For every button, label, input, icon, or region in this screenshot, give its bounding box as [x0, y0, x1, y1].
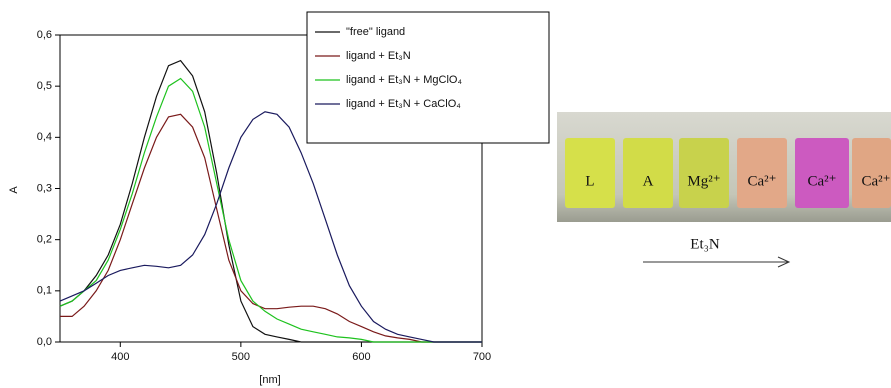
y-tick-label: 0,2 [37, 234, 52, 246]
line-series [59, 77, 482, 343]
y-tick-label: 0,5 [37, 80, 52, 92]
vial [565, 138, 615, 208]
legend-label: ligand + Et₃N + MgClO₄ [346, 74, 462, 86]
vial-label: A [643, 173, 654, 189]
y-tick-label: 0,0 [37, 336, 52, 348]
legend-label: "free" ligand [346, 26, 405, 38]
x-tick-label: 600 [352, 351, 370, 363]
arrow-label: Et₃N [690, 236, 720, 252]
vial [737, 138, 787, 208]
line-series [60, 113, 482, 343]
vial [852, 138, 891, 208]
vial-label: Ca²⁺ [861, 173, 890, 189]
vial-label: L [585, 173, 594, 189]
y-tick-label: 0,1 [37, 285, 52, 297]
x-tick-label: 500 [232, 351, 250, 363]
x-tick-label: 400 [111, 351, 129, 363]
y-tick-label: 0,6 [37, 29, 52, 41]
x-tick-label: 700 [473, 351, 491, 363]
y-tick-label: 0,3 [37, 182, 52, 194]
vial-label: Ca²⁺ [807, 173, 836, 189]
arrow-head [777, 256, 791, 268]
vial [795, 138, 849, 208]
legend-label: ligand + Et₃N [346, 50, 411, 62]
vial [679, 138, 729, 208]
vial [623, 138, 673, 208]
photo: Et₃N [557, 112, 891, 268]
y-axis-label: A [8, 186, 20, 194]
legend-label: ligand + Et₃N + CaClO₄ [346, 98, 461, 110]
legend [306, 11, 550, 144]
vial-label: Ca²⁺ [747, 173, 776, 189]
vial-label: Mg²⁺ [687, 173, 720, 189]
line-series [59, 111, 482, 343]
x-axis-label: [nm] [259, 374, 280, 386]
y-tick-label: 0,4 [37, 131, 52, 143]
